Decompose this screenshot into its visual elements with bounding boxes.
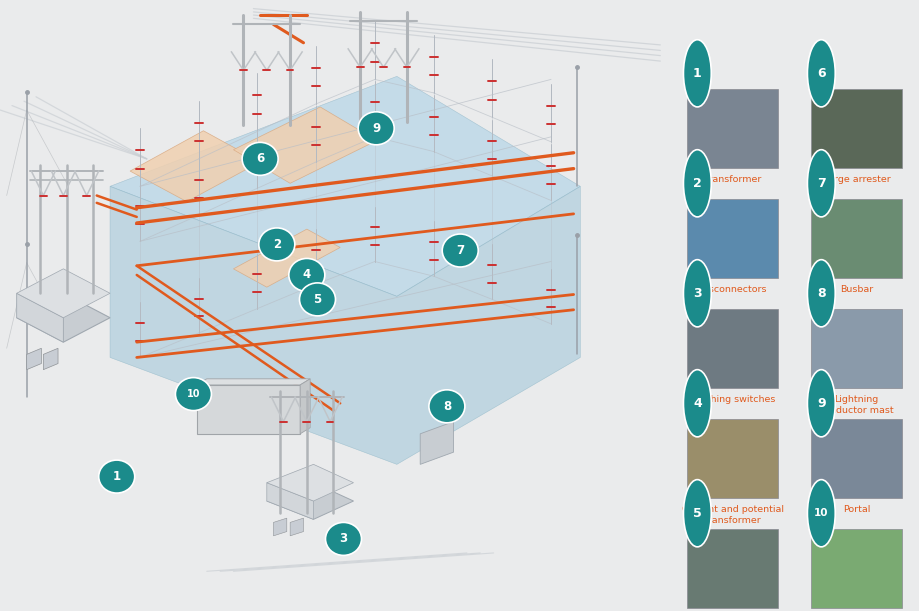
Text: 10: 10	[187, 389, 200, 399]
Polygon shape	[43, 348, 58, 370]
Polygon shape	[17, 269, 110, 318]
FancyBboxPatch shape	[686, 199, 777, 278]
Polygon shape	[110, 186, 580, 464]
Polygon shape	[27, 348, 41, 370]
FancyBboxPatch shape	[686, 309, 777, 388]
Circle shape	[258, 228, 294, 261]
Circle shape	[442, 234, 478, 267]
Text: Earthing switches: Earthing switches	[690, 395, 774, 404]
Text: 6: 6	[255, 152, 264, 166]
Polygon shape	[233, 229, 340, 287]
Text: 3: 3	[692, 287, 701, 300]
Text: 2: 2	[272, 238, 280, 251]
Polygon shape	[197, 379, 310, 385]
Circle shape	[807, 480, 834, 547]
Circle shape	[683, 150, 710, 217]
Text: 8: 8	[816, 287, 824, 300]
Polygon shape	[197, 385, 300, 434]
FancyBboxPatch shape	[811, 309, 902, 388]
Polygon shape	[267, 483, 353, 519]
Text: 1: 1	[692, 67, 701, 80]
Circle shape	[357, 112, 393, 145]
Text: 5: 5	[313, 293, 322, 306]
FancyBboxPatch shape	[686, 419, 777, 498]
FancyBboxPatch shape	[686, 89, 777, 168]
Circle shape	[683, 260, 710, 327]
FancyBboxPatch shape	[686, 529, 777, 608]
Text: Portal: Portal	[842, 505, 869, 514]
Polygon shape	[267, 464, 353, 501]
Text: 10: 10	[813, 508, 828, 518]
Circle shape	[807, 370, 834, 437]
Circle shape	[683, 40, 710, 107]
Circle shape	[176, 378, 211, 411]
Text: Lightning
conductor mast: Lightning conductor mast	[819, 395, 893, 415]
Polygon shape	[300, 379, 310, 434]
FancyBboxPatch shape	[811, 529, 902, 608]
Text: Surge arrester: Surge arrester	[822, 175, 891, 185]
Circle shape	[300, 283, 335, 316]
Polygon shape	[273, 518, 287, 536]
Circle shape	[807, 40, 834, 107]
FancyBboxPatch shape	[811, 199, 902, 278]
Polygon shape	[110, 76, 580, 296]
Polygon shape	[233, 107, 377, 183]
Text: 7: 7	[816, 177, 825, 190]
FancyBboxPatch shape	[811, 419, 902, 498]
Text: 4: 4	[692, 397, 701, 410]
Text: 9: 9	[816, 397, 824, 410]
Polygon shape	[17, 293, 110, 342]
Text: Disconnectors: Disconnectors	[698, 285, 766, 295]
Text: 4: 4	[302, 268, 311, 282]
FancyBboxPatch shape	[811, 89, 902, 168]
Circle shape	[428, 390, 464, 423]
Text: Current and potential
transformer: Current and potential transformer	[681, 505, 783, 525]
Text: 1: 1	[112, 470, 120, 483]
Circle shape	[683, 370, 710, 437]
Circle shape	[807, 150, 834, 217]
Text: 6: 6	[816, 67, 824, 80]
Text: Busbar: Busbar	[839, 285, 872, 295]
Polygon shape	[17, 293, 63, 342]
Text: 5: 5	[692, 507, 701, 520]
Circle shape	[98, 460, 134, 493]
Text: 3: 3	[339, 532, 347, 546]
Polygon shape	[289, 518, 303, 536]
Circle shape	[325, 522, 361, 555]
Polygon shape	[420, 422, 453, 464]
Text: 7: 7	[456, 244, 464, 257]
Polygon shape	[267, 483, 313, 519]
Text: Transformer: Transformer	[703, 175, 761, 185]
Circle shape	[683, 480, 710, 547]
Circle shape	[289, 258, 324, 291]
Circle shape	[242, 142, 278, 175]
Text: 9: 9	[371, 122, 380, 135]
Text: 8: 8	[442, 400, 450, 413]
Circle shape	[807, 260, 834, 327]
Text: 2: 2	[692, 177, 701, 190]
Polygon shape	[130, 131, 260, 202]
